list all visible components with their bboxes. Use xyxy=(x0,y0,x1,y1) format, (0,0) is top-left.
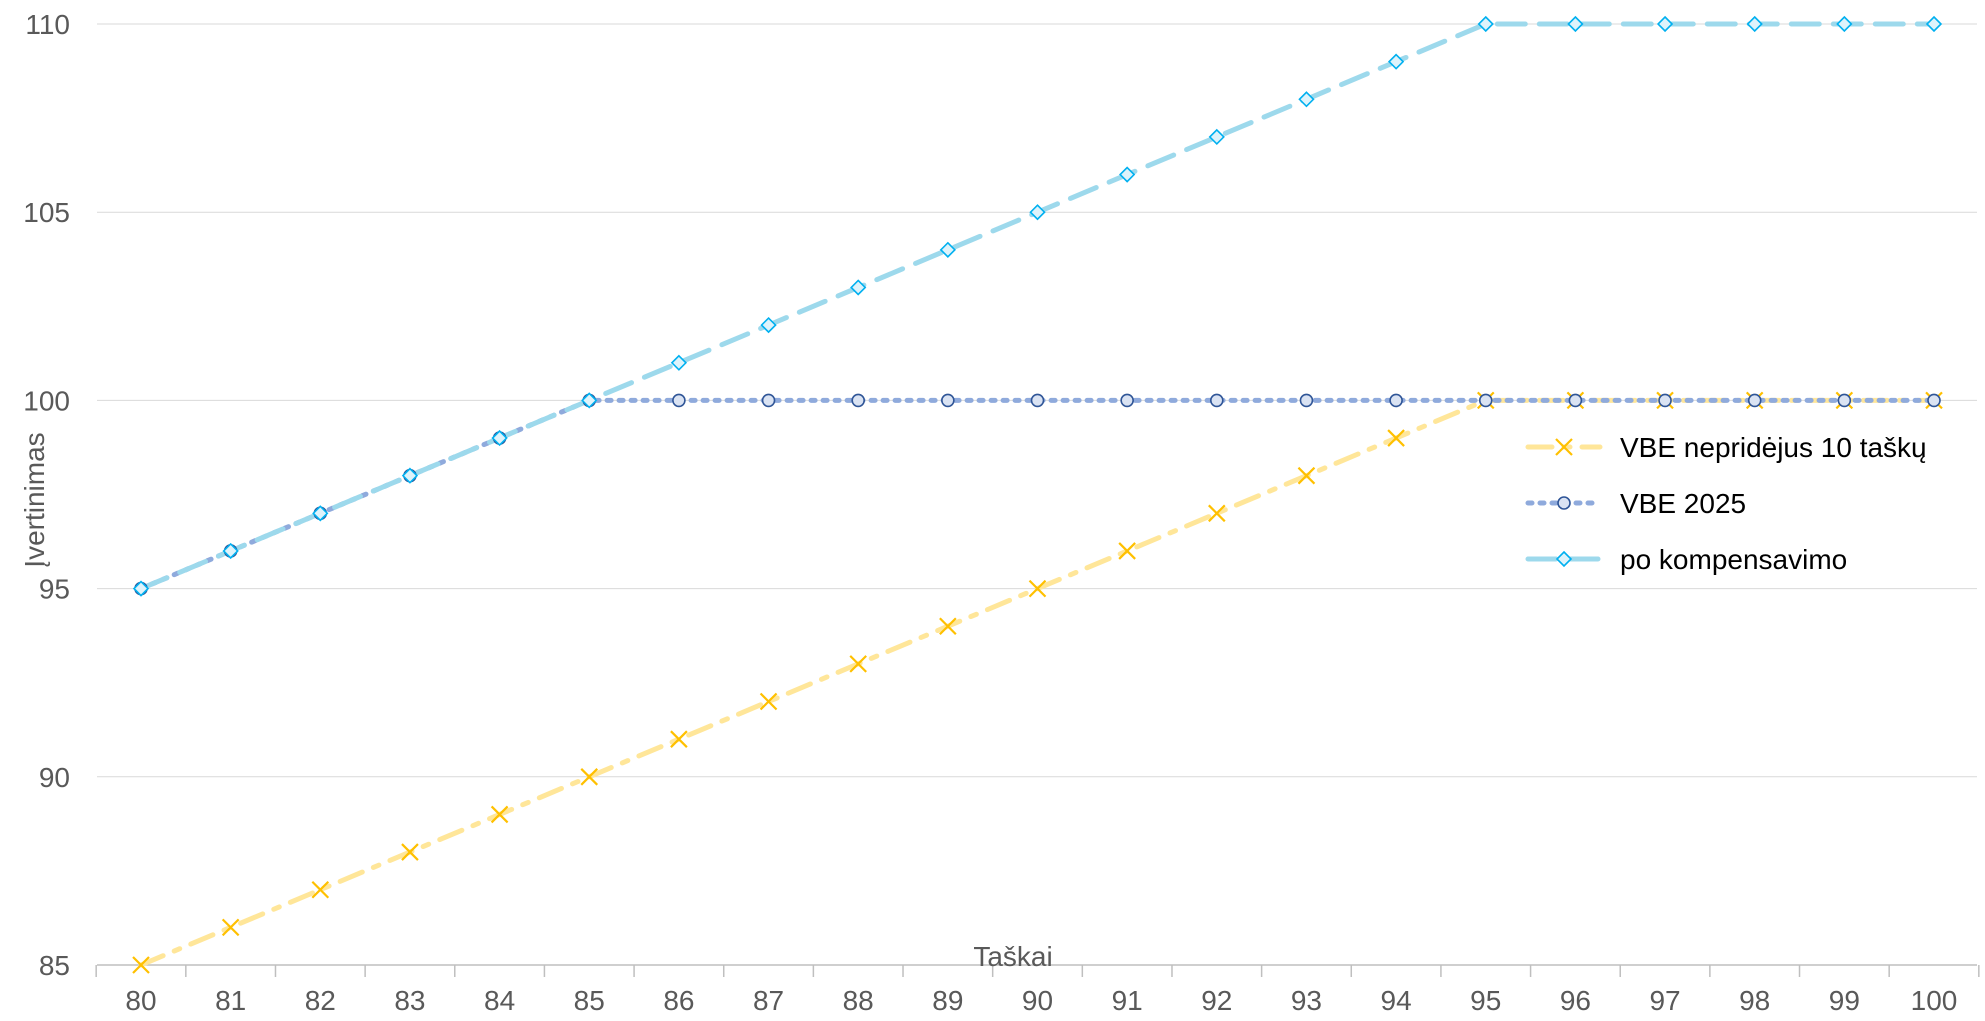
legend-marker xyxy=(1555,438,1573,456)
data-point xyxy=(1927,393,1941,408)
y-tick-label: 90 xyxy=(39,762,70,793)
data-point xyxy=(1028,579,1047,598)
data-point xyxy=(312,505,329,522)
x-tick-label: 100 xyxy=(1911,985,1958,1016)
data-point xyxy=(760,316,777,334)
x-axis-title: Taškai xyxy=(973,941,1052,972)
data-point xyxy=(670,354,688,371)
data-point xyxy=(1030,393,1045,408)
data-point xyxy=(849,655,867,673)
series-markers xyxy=(132,15,1943,974)
data-point xyxy=(1568,393,1583,408)
data-point xyxy=(311,880,330,899)
legend-item: VBE nepridėjus 10 taškų xyxy=(1525,432,1927,463)
data-point xyxy=(1210,393,1224,408)
data-point xyxy=(1120,393,1134,408)
x-tick-label: 82 xyxy=(305,985,336,1016)
x-tick-label: 91 xyxy=(1112,985,1143,1016)
x-tick-label: 87 xyxy=(753,985,784,1016)
legend-item: VBE 2025 xyxy=(1525,488,1746,519)
data-point xyxy=(1478,393,1493,408)
x-tick-label: 95 xyxy=(1470,985,1501,1016)
data-point xyxy=(672,393,686,408)
data-point xyxy=(132,580,150,597)
y-tick-label: 105 xyxy=(23,197,70,228)
x-axis-ticks: 80 81 82 83 84 85 86 87 88 89 90 91 92 93 94 95 96 97 98 99… xyxy=(125,985,1957,1016)
axes xyxy=(95,964,1980,977)
data-point xyxy=(1118,542,1136,560)
x-tick-label: 96 xyxy=(1560,985,1591,1016)
x-tick-label: 97 xyxy=(1649,985,1680,1016)
data-point xyxy=(850,279,867,296)
data-point xyxy=(1208,504,1226,523)
x-tick-label: 85 xyxy=(574,985,605,1016)
data-point xyxy=(1656,15,1674,33)
data-point xyxy=(1119,166,1136,183)
x-tick-label: 94 xyxy=(1381,985,1412,1016)
data-point xyxy=(1029,204,1046,221)
data-point xyxy=(1567,15,1584,33)
x-tick-label: 93 xyxy=(1291,985,1322,1016)
data-point xyxy=(132,956,150,974)
x-tick-label: 88 xyxy=(843,985,874,1016)
x-tick-label: 86 xyxy=(663,985,694,1016)
data-point xyxy=(490,805,509,824)
y-axis-title: Įvertinimas xyxy=(19,432,50,567)
data-point xyxy=(1658,393,1672,408)
data-point xyxy=(939,617,957,636)
x-tick-label: 98 xyxy=(1739,985,1770,1016)
data-point xyxy=(401,843,419,861)
legend-label: po kompensavimo xyxy=(1620,544,1847,575)
data-point xyxy=(1747,393,1762,408)
data-point xyxy=(222,542,239,560)
data-point xyxy=(851,393,866,408)
data-point xyxy=(939,241,956,258)
y-axis-ticks: 85 90 95 100 105 110 xyxy=(23,9,70,981)
data-point xyxy=(1837,393,1852,408)
data-point xyxy=(1297,466,1316,485)
legend-marker xyxy=(1557,496,1571,510)
series-line xyxy=(138,397,1937,968)
legend-item: po kompensavimo xyxy=(1525,544,1847,575)
data-point xyxy=(491,429,508,447)
x-tick-label: 80 xyxy=(125,985,156,1016)
x-tick-label: 90 xyxy=(1022,985,1053,1016)
x-tick-label: 99 xyxy=(1829,985,1860,1016)
x-tick-label: 84 xyxy=(484,985,515,1016)
data-point xyxy=(1299,393,1314,408)
data-point xyxy=(1298,91,1315,108)
data-point xyxy=(759,692,778,711)
data-point xyxy=(401,467,419,484)
data-point xyxy=(221,918,240,937)
data-point xyxy=(1477,15,1494,33)
x-tick-label: 92 xyxy=(1201,985,1232,1016)
data-point xyxy=(1925,15,1943,33)
x-tick-label: 83 xyxy=(394,985,425,1016)
legend: VBE nepridėjus 10 taškų VBE 2025 po kompen… xyxy=(1525,432,1927,575)
legend-marker xyxy=(1555,550,1573,568)
legend-label: VBE 2025 xyxy=(1620,488,1746,519)
x-tick-label: 81 xyxy=(215,985,246,1016)
data-point xyxy=(1387,429,1405,447)
data-point xyxy=(1389,393,1403,408)
data-point xyxy=(1746,15,1763,33)
data-point xyxy=(580,768,599,786)
y-tick-label: 85 xyxy=(39,950,70,981)
y-tick-label: 100 xyxy=(23,385,70,416)
series-group xyxy=(132,15,1943,974)
data-point xyxy=(761,393,776,408)
data-point xyxy=(941,393,955,408)
data-point xyxy=(1208,128,1225,146)
data-point xyxy=(1387,53,1405,70)
y-tick-label: 110 xyxy=(25,9,70,40)
legend-label: VBE nepridėjus 10 taškų xyxy=(1620,432,1927,463)
y-tick-label: 95 xyxy=(39,574,70,605)
data-point xyxy=(581,392,598,409)
x-tick-label: 89 xyxy=(932,985,963,1016)
data-point xyxy=(1836,15,1853,33)
data-point xyxy=(670,730,688,748)
